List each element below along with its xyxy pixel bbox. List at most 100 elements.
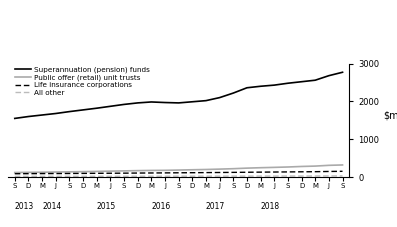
All other [12, 175, 17, 178]
All other [258, 175, 263, 178]
Life insurance corporations [108, 172, 113, 175]
Superannuation (pension) funds [108, 105, 113, 108]
Superannuation (pension) funds [176, 101, 181, 104]
Text: 2018: 2018 [260, 202, 280, 211]
Superannuation (pension) funds [94, 107, 99, 110]
All other [245, 175, 249, 178]
All other [204, 175, 208, 178]
Superannuation (pension) funds [245, 86, 249, 89]
Public offer (retail) unit trusts [245, 167, 249, 170]
All other [285, 175, 290, 178]
Public offer (retail) unit trusts [121, 170, 126, 172]
All other [231, 175, 236, 178]
Text: 2015: 2015 [97, 202, 116, 211]
Life insurance corporations [313, 170, 318, 173]
Public offer (retail) unit trusts [340, 164, 345, 166]
Superannuation (pension) funds [299, 80, 304, 83]
Life insurance corporations [149, 172, 154, 174]
Public offer (retail) unit trusts [53, 171, 58, 173]
Public offer (retail) unit trusts [272, 166, 277, 169]
All other [26, 175, 31, 178]
Superannuation (pension) funds [67, 110, 72, 113]
Superannuation (pension) funds [285, 82, 290, 85]
Legend: Superannuation (pension) funds, Public offer (retail) unit trusts, Life insuranc: Superannuation (pension) funds, Public o… [15, 66, 150, 96]
Line: Life insurance corporations: Life insurance corporations [15, 171, 343, 174]
All other [108, 175, 113, 178]
All other [40, 175, 44, 178]
Public offer (retail) unit trusts [204, 168, 208, 171]
Public offer (retail) unit trusts [135, 169, 140, 172]
All other [176, 175, 181, 178]
All other [67, 175, 72, 178]
Life insurance corporations [258, 171, 263, 173]
All other [217, 175, 222, 178]
Life insurance corporations [272, 171, 277, 173]
Public offer (retail) unit trusts [258, 166, 263, 169]
Y-axis label: $m: $m [383, 110, 397, 120]
Public offer (retail) unit trusts [231, 167, 236, 170]
Superannuation (pension) funds [135, 101, 140, 104]
All other [81, 175, 85, 178]
Text: 2016: 2016 [151, 202, 171, 211]
All other [299, 175, 304, 178]
Superannuation (pension) funds [313, 79, 318, 81]
Superannuation (pension) funds [217, 96, 222, 99]
Superannuation (pension) funds [190, 100, 195, 103]
All other [326, 175, 331, 177]
Life insurance corporations [245, 171, 249, 174]
Public offer (retail) unit trusts [12, 171, 17, 174]
Superannuation (pension) funds [81, 109, 85, 111]
Life insurance corporations [53, 172, 58, 175]
Life insurance corporations [176, 171, 181, 174]
Life insurance corporations [81, 172, 85, 175]
All other [272, 175, 277, 178]
Life insurance corporations [40, 172, 44, 175]
Public offer (retail) unit trusts [40, 171, 44, 174]
Superannuation (pension) funds [26, 115, 31, 118]
Superannuation (pension) funds [204, 99, 208, 102]
Superannuation (pension) funds [272, 84, 277, 86]
Superannuation (pension) funds [231, 92, 236, 94]
Public offer (retail) unit trusts [163, 169, 168, 172]
Life insurance corporations [285, 170, 290, 173]
Public offer (retail) unit trusts [67, 170, 72, 173]
Life insurance corporations [190, 171, 195, 174]
Life insurance corporations [135, 172, 140, 174]
Life insurance corporations [326, 170, 331, 173]
Line: Public offer (retail) unit trusts: Public offer (retail) unit trusts [15, 165, 343, 173]
Superannuation (pension) funds [12, 117, 17, 120]
All other [121, 175, 126, 178]
Life insurance corporations [217, 171, 222, 174]
Public offer (retail) unit trusts [313, 165, 318, 168]
Life insurance corporations [231, 171, 236, 174]
Public offer (retail) unit trusts [217, 168, 222, 170]
Superannuation (pension) funds [326, 74, 331, 77]
Public offer (retail) unit trusts [190, 168, 195, 171]
Life insurance corporations [163, 172, 168, 174]
All other [190, 175, 195, 178]
All other [135, 175, 140, 178]
Superannuation (pension) funds [163, 101, 168, 104]
Superannuation (pension) funds [340, 71, 345, 74]
Public offer (retail) unit trusts [149, 169, 154, 172]
Life insurance corporations [121, 172, 126, 175]
Text: 2017: 2017 [206, 202, 225, 211]
Life insurance corporations [94, 172, 99, 175]
Superannuation (pension) funds [53, 112, 58, 115]
Life insurance corporations [26, 172, 31, 175]
Text: 2013: 2013 [15, 202, 34, 211]
Public offer (retail) unit trusts [81, 170, 85, 173]
Life insurance corporations [12, 172, 17, 175]
Public offer (retail) unit trusts [285, 166, 290, 168]
Life insurance corporations [340, 170, 345, 173]
Superannuation (pension) funds [149, 101, 154, 103]
Life insurance corporations [299, 170, 304, 173]
Text: 2014: 2014 [42, 202, 61, 211]
All other [94, 175, 99, 178]
All other [149, 175, 154, 178]
Public offer (retail) unit trusts [326, 164, 331, 167]
Public offer (retail) unit trusts [299, 165, 304, 168]
All other [53, 175, 58, 178]
Public offer (retail) unit trusts [176, 169, 181, 171]
Public offer (retail) unit trusts [94, 170, 99, 173]
